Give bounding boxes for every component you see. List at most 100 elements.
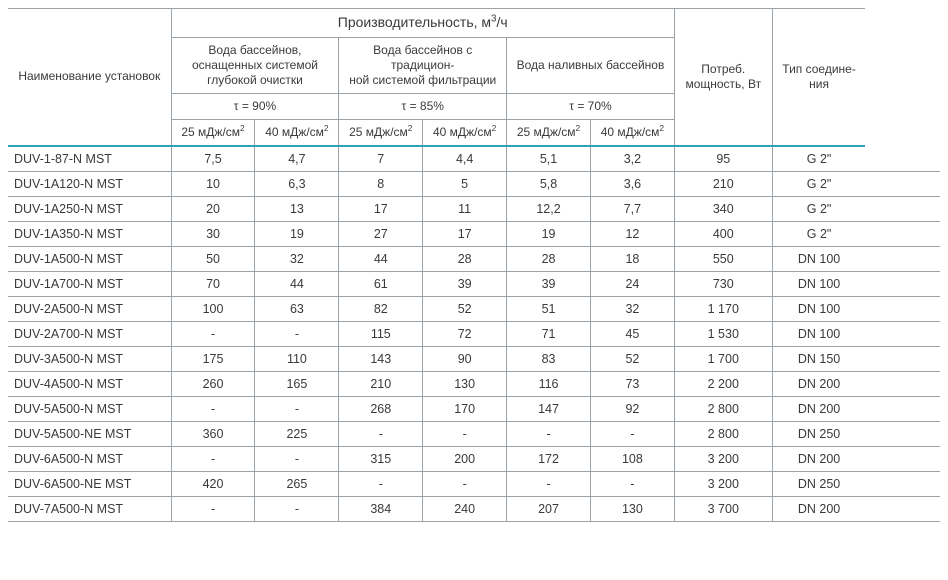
value-cell: 12 bbox=[590, 221, 674, 246]
power-cell: 3 200 bbox=[674, 446, 772, 471]
value-cell: 116 bbox=[507, 371, 591, 396]
value-cell: - bbox=[255, 321, 339, 346]
value-cell: - bbox=[507, 471, 591, 496]
value-cell: 108 bbox=[590, 446, 674, 471]
model-name: DUV-6A500-NE MST bbox=[8, 471, 171, 496]
table-row: DUV-4A500-N MST260165210130116732 200DN … bbox=[8, 371, 940, 396]
table-row: DUV-1A500-N MST503244282818550DN 100 bbox=[8, 246, 940, 271]
connection-cell: DN 200 bbox=[772, 371, 865, 396]
group3-dose25: 25 мДж/см2 bbox=[507, 119, 591, 146]
table-row: DUV-5A500-N MST--268170147922 800DN 200 bbox=[8, 396, 940, 421]
group2-tau: τ = 85% bbox=[339, 93, 507, 119]
power-cell: 2 800 bbox=[674, 396, 772, 421]
value-cell: - bbox=[339, 421, 423, 446]
col-header-name: Наименование установок bbox=[8, 9, 171, 146]
value-cell: 5,8 bbox=[507, 171, 591, 196]
value-cell: - bbox=[255, 396, 339, 421]
value-cell: 44 bbox=[255, 271, 339, 296]
value-cell: 90 bbox=[423, 346, 507, 371]
connection-cell: DN 150 bbox=[772, 346, 865, 371]
value-cell: 5 bbox=[423, 171, 507, 196]
value-cell: 30 bbox=[171, 221, 255, 246]
value-cell: 82 bbox=[339, 296, 423, 321]
value-cell: 268 bbox=[339, 396, 423, 421]
value-cell: 28 bbox=[507, 246, 591, 271]
connection-cell: G 2" bbox=[772, 171, 865, 196]
table-row: DUV-1A350-N MST301927171912400G 2" bbox=[8, 221, 940, 246]
value-cell: 100 bbox=[171, 296, 255, 321]
perf-title-text: Производительность, м3/ч bbox=[338, 14, 508, 30]
connection-cell: DN 200 bbox=[772, 496, 865, 521]
connection-cell: DN 250 bbox=[772, 421, 865, 446]
value-cell: 260 bbox=[171, 371, 255, 396]
value-cell: 51 bbox=[507, 296, 591, 321]
table-row: DUV-1-87-N MST7,54,774,45,13,295G 2" bbox=[8, 146, 940, 172]
value-cell: 4,4 bbox=[423, 146, 507, 172]
value-cell: 315 bbox=[339, 446, 423, 471]
power-cell: 2 800 bbox=[674, 421, 772, 446]
value-cell: 7,5 bbox=[171, 146, 255, 172]
connection-cell: G 2" bbox=[772, 146, 865, 172]
table-row: DUV-6A500-NE MST420265----3 200DN 250 bbox=[8, 471, 940, 496]
power-cell: 730 bbox=[674, 271, 772, 296]
value-cell: 240 bbox=[423, 496, 507, 521]
value-cell: 70 bbox=[171, 271, 255, 296]
value-cell: - bbox=[171, 321, 255, 346]
group1-title: Вода бассейнов, оснащенных системой глуб… bbox=[171, 37, 339, 93]
model-name: DUV-4A500-N MST bbox=[8, 371, 171, 396]
power-cell: 1 700 bbox=[674, 346, 772, 371]
group1-tau: τ = 90% bbox=[171, 93, 339, 119]
value-cell: 360 bbox=[171, 421, 255, 446]
value-cell: 210 bbox=[339, 371, 423, 396]
value-cell: 61 bbox=[339, 271, 423, 296]
value-cell: 130 bbox=[423, 371, 507, 396]
value-cell: 172 bbox=[507, 446, 591, 471]
dose-text: 25 мДж/см2 bbox=[517, 125, 580, 139]
value-cell: 27 bbox=[339, 221, 423, 246]
power-cell: 340 bbox=[674, 196, 772, 221]
value-cell: 73 bbox=[590, 371, 674, 396]
value-cell: 52 bbox=[423, 296, 507, 321]
model-name: DUV-3A500-N MST bbox=[8, 346, 171, 371]
value-cell: 225 bbox=[255, 421, 339, 446]
value-cell: 17 bbox=[423, 221, 507, 246]
group3-dose40: 40 мДж/см2 bbox=[590, 119, 674, 146]
value-cell: 170 bbox=[423, 396, 507, 421]
table-row: DUV-2A500-N MST10063825251321 170DN 100 bbox=[8, 296, 940, 321]
value-cell: 39 bbox=[423, 271, 507, 296]
dose-text: 40 мДж/см2 bbox=[601, 125, 664, 139]
value-cell: 92 bbox=[590, 396, 674, 421]
model-name: DUV-5A500-NE MST bbox=[8, 421, 171, 446]
value-cell: 44 bbox=[339, 246, 423, 271]
value-cell: 147 bbox=[507, 396, 591, 421]
group2-title: Вода бассейнов с традицион-ной системой … bbox=[339, 37, 507, 93]
value-cell: 5,1 bbox=[507, 146, 591, 172]
power-cell: 3 700 bbox=[674, 496, 772, 521]
value-cell: 265 bbox=[255, 471, 339, 496]
value-cell: 19 bbox=[507, 221, 591, 246]
connection-cell: DN 100 bbox=[772, 296, 865, 321]
dose-text: 40 мДж/см2 bbox=[265, 125, 328, 139]
col-header-connection: Тип соедине-ния bbox=[772, 9, 865, 146]
power-cell: 1 170 bbox=[674, 296, 772, 321]
value-cell: 7,7 bbox=[590, 196, 674, 221]
value-cell: 200 bbox=[423, 446, 507, 471]
value-cell: 28 bbox=[423, 246, 507, 271]
connection-cell: DN 100 bbox=[772, 246, 865, 271]
power-cell: 210 bbox=[674, 171, 772, 196]
value-cell: - bbox=[423, 471, 507, 496]
group3-title: Вода наливных бассейнов bbox=[507, 37, 675, 93]
value-cell: 7 bbox=[339, 146, 423, 172]
value-cell: 71 bbox=[507, 321, 591, 346]
power-cell: 2 200 bbox=[674, 371, 772, 396]
value-cell: 13 bbox=[255, 196, 339, 221]
dose-text: 40 мДж/см2 bbox=[433, 125, 496, 139]
connection-cell: DN 200 bbox=[772, 446, 865, 471]
value-cell: - bbox=[171, 496, 255, 521]
col-header-power: Потреб. мощность, Вт bbox=[674, 9, 772, 146]
value-cell: 165 bbox=[255, 371, 339, 396]
value-cell: 52 bbox=[590, 346, 674, 371]
power-cell: 95 bbox=[674, 146, 772, 172]
value-cell: 110 bbox=[255, 346, 339, 371]
value-cell: - bbox=[255, 446, 339, 471]
